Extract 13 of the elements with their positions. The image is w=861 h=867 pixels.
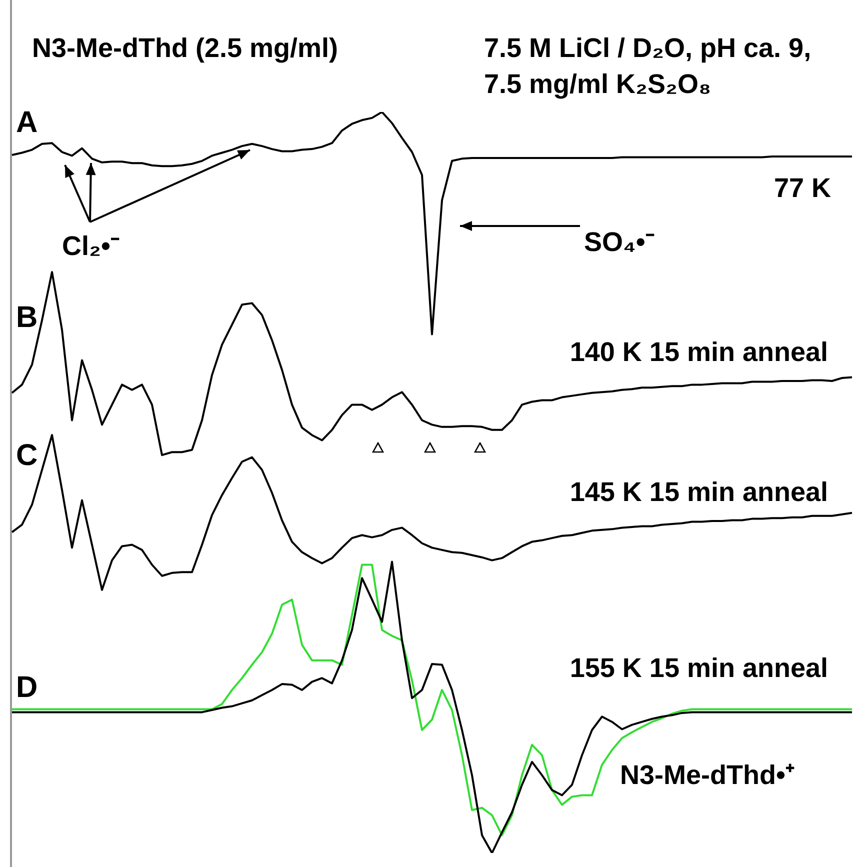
series-label: N3-Me-dThd•⁺ xyxy=(620,759,794,791)
series-label: 140 K 15 min anneal xyxy=(570,336,828,368)
annotation: SO₄•⁻ xyxy=(584,226,654,258)
annotation: C xyxy=(16,439,38,472)
annotation: A xyxy=(16,106,38,139)
chart-title: N3-Me-dThd (2.5 mg/ml) xyxy=(32,32,338,64)
series-label: 77 K xyxy=(774,172,831,204)
series-label: 155 K 15 min anneal xyxy=(570,652,828,684)
annotation: B xyxy=(16,301,38,334)
annotation: D xyxy=(16,671,38,704)
series-label: 145 K 15 min anneal xyxy=(570,476,828,508)
chart-subtitle: 7.5 M LiCl / D₂O, pH ca. 9, 7.5 mg/ml K₂S₂O₈ xyxy=(484,32,812,101)
annotation: Cl₂•⁻ xyxy=(62,230,120,262)
